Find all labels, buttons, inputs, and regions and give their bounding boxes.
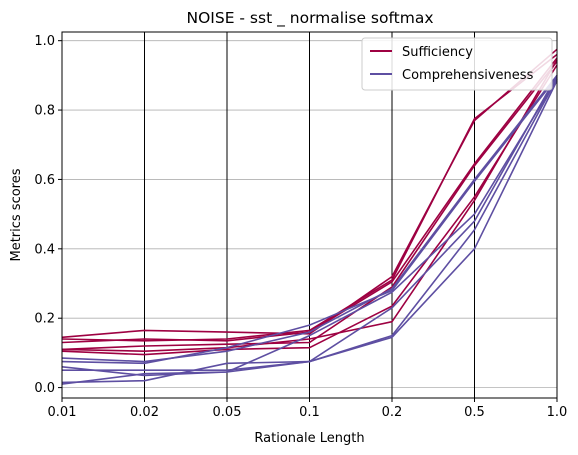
x-tick-label: 0.1 <box>299 405 320 420</box>
series-line-comprehensiveness-9 <box>61 78 558 377</box>
x-tick-label: 0.02 <box>130 405 159 420</box>
series-layer <box>61 48 558 385</box>
legend-label-comprehensiveness: Comprehensiveness <box>402 68 534 83</box>
x-axis: 0.01 0.02 0.05 0.1 0.2 0.5 1.0 <box>48 398 568 420</box>
y-tick-label: 1.0 <box>34 34 55 49</box>
series-line-comprehensiveness-8 <box>61 76 558 365</box>
y-tick-label: 0.8 <box>34 104 55 119</box>
y-tick-label: 0.4 <box>34 242 55 257</box>
series-line-comprehensiveness-12 <box>61 80 558 385</box>
series-line-sufficiency-2 <box>61 53 558 342</box>
legend-label-sufficiency: Sufficiency <box>402 45 473 60</box>
legend: Sufficiency Comprehensiveness <box>361 37 553 91</box>
series-line-sufficiency-1 <box>61 48 558 339</box>
y-tick-label: 0.2 <box>34 312 55 327</box>
chart-title: NOISE - sst _ normalise softmax <box>186 9 433 28</box>
series-line-sufficiency-6 <box>61 59 558 353</box>
x-tick-label: 1.0 <box>547 405 568 420</box>
legend-box <box>361 37 553 91</box>
series-line-sufficiency-4 <box>61 61 558 351</box>
x-tick-label: 0.5 <box>464 405 485 420</box>
x-tick-label: 0.01 <box>48 405 77 420</box>
x-tick-label: 0.2 <box>382 405 403 420</box>
y-tick-label: 0.6 <box>34 173 55 188</box>
y-axis-label: Metrics scores <box>9 168 24 261</box>
series-line-comprehensiveness-7 <box>61 74 558 363</box>
x-tick-label: 0.05 <box>213 405 242 420</box>
y-axis: 0.0 0.2 0.4 0.6 0.8 1.0 <box>34 34 62 396</box>
series-line-sufficiency-5 <box>61 64 558 356</box>
y-tick-label: 0.0 <box>34 381 55 396</box>
x-axis-label: Rationale Length <box>254 431 364 446</box>
